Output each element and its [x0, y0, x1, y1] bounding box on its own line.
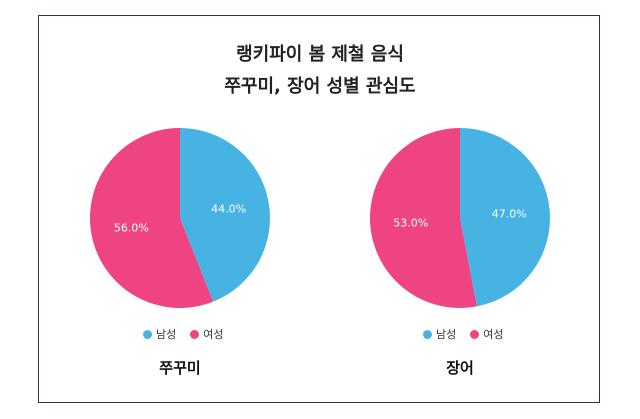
legend-swatch-female: [190, 329, 200, 339]
slice-label: 53.0%: [393, 217, 428, 230]
chart-title-line1: 랭키파이 봄 제철 음식: [236, 44, 404, 65]
pie-chart-jjukkumi: 44.0% 56.0%: [90, 128, 270, 308]
legend-swatch-male: [143, 329, 152, 339]
legend-swatch-male: [423, 329, 432, 339]
legend-label-male: 남성: [156, 328, 177, 341]
pie-name-jjukkumi: 쭈꾸미: [159, 359, 201, 377]
legend-label-female: 여성: [203, 328, 224, 341]
slice-male: [460, 128, 550, 307]
legend-swatch-female: [470, 329, 480, 339]
slice-label: 44.0%: [211, 203, 246, 216]
legend-jjukkumi: 남성 여성: [143, 326, 224, 342]
slice-female: [370, 128, 477, 308]
pie-chart-jangeo: 47.0% 53.0%: [370, 128, 550, 308]
legend-jangeo: 남성 여성: [423, 326, 504, 342]
chart-title-line2: 쭈꾸미, 장어 성별 관심도: [224, 76, 416, 97]
slice-female: [90, 128, 214, 308]
slice-label: 56.0%: [114, 221, 149, 234]
slice-male: [180, 128, 270, 302]
legend-label-female: 여성: [483, 328, 504, 341]
pie-name-jangeo: 장어: [446, 359, 474, 377]
legend-label-male: 남성: [436, 328, 457, 341]
slice-label: 47.0%: [492, 207, 527, 220]
